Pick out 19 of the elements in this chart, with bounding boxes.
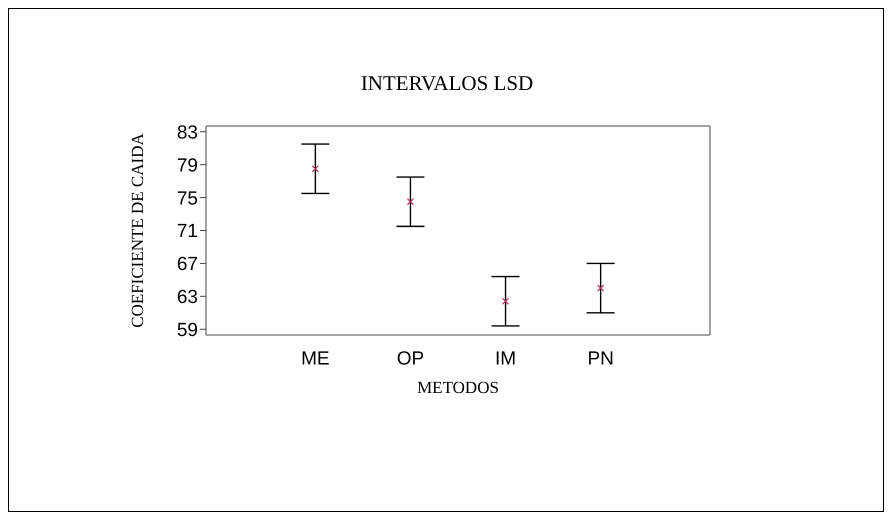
x-axis-title: METODOS <box>417 378 499 397</box>
y-tick-label: 71 <box>176 221 198 242</box>
y-tick-label: 83 <box>176 122 198 144</box>
x-tick-label: PN <box>587 348 614 370</box>
chart-title: INTERVALOS LSD <box>360 71 534 96</box>
point <box>312 165 319 172</box>
y-tick-label: 63 <box>176 287 198 308</box>
point <box>597 284 604 292</box>
y-tick-label: 59 <box>176 320 198 341</box>
y-tick-label: 79 <box>176 155 198 176</box>
figure-frame: INTERVALOS LSD ME OP IM PN METODOS 59 63 67 71 75 79 83 COEFICIENTE DE CAIDA <box>8 8 884 512</box>
y-tick-label: 67 <box>176 254 198 276</box>
x-tick-label: IM <box>494 348 516 370</box>
y-axis-title: COEFICIENTE DE CAIDA <box>128 132 148 328</box>
point <box>502 298 510 305</box>
y-tick-label: 75 <box>176 188 198 210</box>
x-tick-label: OP <box>396 348 424 370</box>
point <box>406 198 414 206</box>
x-tick-label: ME <box>301 348 330 370</box>
